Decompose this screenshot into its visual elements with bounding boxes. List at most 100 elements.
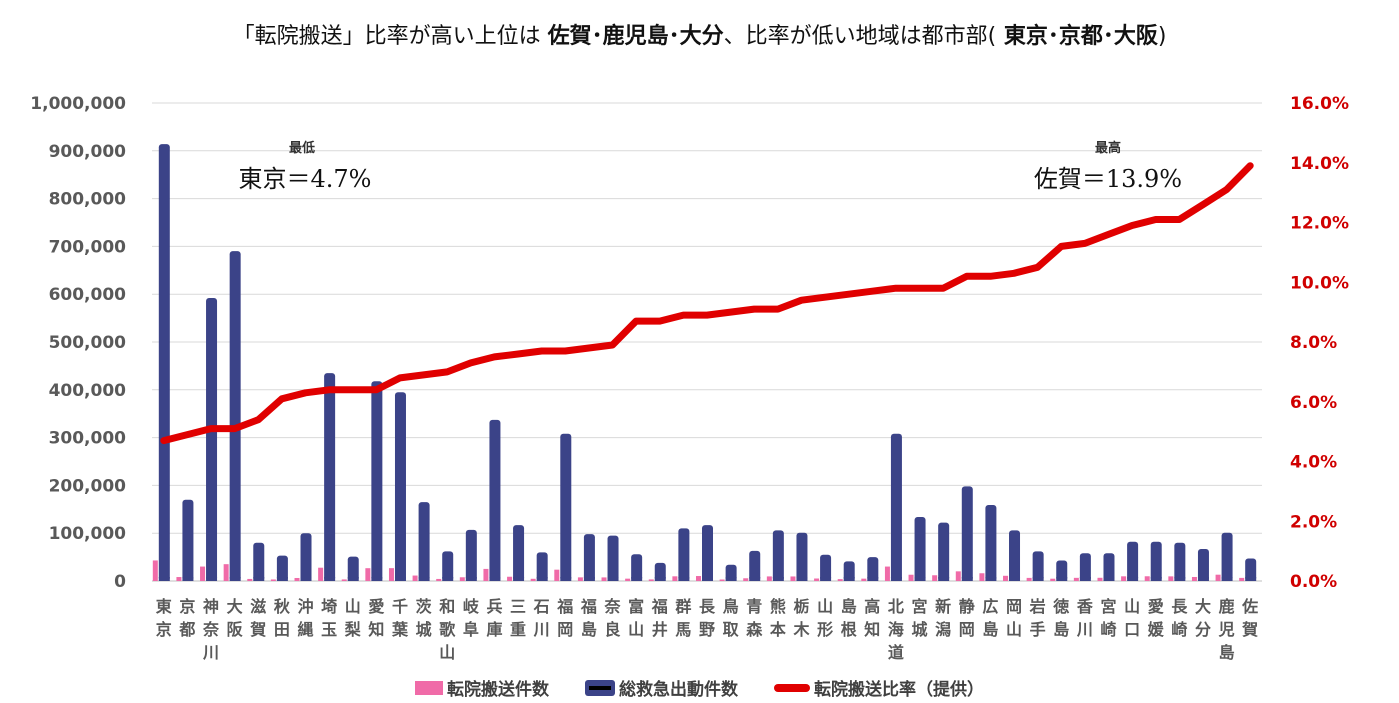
category-label: 鳥取 <box>723 597 739 639</box>
svg-text:賀: 賀 <box>249 620 266 639</box>
total-bar <box>985 504 997 581</box>
annotation-high-label: 最高 <box>1095 140 1121 156</box>
total-bar <box>276 555 288 581</box>
total-bar-base <box>229 577 241 581</box>
svg-text:群: 群 <box>675 597 691 616</box>
transfer-bar <box>577 577 583 581</box>
transfer-bar <box>341 579 347 581</box>
category-label: 山梨 <box>344 597 362 639</box>
svg-text:森: 森 <box>746 620 763 639</box>
right-axis-tick: 6.0% <box>1290 393 1337 413</box>
annotation-highest: 最高 佐賀＝13.9% <box>1034 140 1182 193</box>
total-bar <box>536 552 548 581</box>
transfer-bar <box>625 578 631 581</box>
total-bar-base <box>465 577 477 581</box>
svg-text:鳥: 鳥 <box>723 597 739 616</box>
transfer-bar <box>1215 574 1221 581</box>
transfer-bar <box>1144 576 1150 581</box>
svg-text:栃: 栃 <box>793 597 809 616</box>
category-label: 栃木 <box>792 597 810 639</box>
total-bar-base <box>442 577 454 581</box>
left-axis-tick: 100,000 <box>49 524 127 544</box>
total-bar-base <box>725 577 737 581</box>
svg-text:知: 知 <box>368 620 384 639</box>
svg-text:愛: 愛 <box>368 597 384 616</box>
right-axis: 0.0% 2.0% 4.0% 6.0% 8.0% 10.0% 12.0% 14.0% 16.0% <box>1290 94 1349 592</box>
transfer-bar <box>318 567 324 581</box>
svg-text:葉: 葉 <box>391 620 409 639</box>
total-bar <box>182 499 194 581</box>
total-bar <box>678 528 690 581</box>
total-bar-base <box>1103 577 1115 581</box>
transfer-bar <box>601 577 607 581</box>
svg-text:玉: 玉 <box>321 620 337 639</box>
svg-text:島: 島 <box>982 620 998 639</box>
left-axis-tick: 600,000 <box>49 285 127 305</box>
svg-text:重: 重 <box>510 620 526 639</box>
right-axis-tick: 2.0% <box>1290 512 1337 532</box>
category-label: 広島 <box>982 597 998 639</box>
total-bar-base <box>158 577 170 581</box>
svg-text:島: 島 <box>841 597 857 616</box>
svg-text:茨: 茨 <box>416 597 432 616</box>
total-bar-base <box>772 577 784 581</box>
total-bar <box>300 533 312 581</box>
svg-text:阜: 阜 <box>463 620 479 639</box>
total-bar-base <box>1056 577 1068 581</box>
total-bar-base <box>702 577 713 581</box>
svg-text:秋: 秋 <box>274 597 291 616</box>
left-axis-tick: 700,000 <box>49 237 127 257</box>
category-label: 北海道 <box>888 597 904 662</box>
category-label: 茨城 <box>416 597 432 639</box>
transfer-bar <box>766 576 772 581</box>
category-label: 兵庫 <box>486 597 502 639</box>
total-bar <box>1245 558 1257 581</box>
total-bar <box>489 419 501 581</box>
total-bar <box>1150 541 1162 581</box>
total-bar <box>1221 532 1233 581</box>
category-label: 徳島 <box>1052 597 1069 639</box>
svg-text:城: 城 <box>912 620 928 639</box>
transfer-bar <box>459 577 465 581</box>
transfer-bar <box>176 577 182 581</box>
category-label: 佐賀 <box>1241 597 1258 639</box>
category-label: 福岡 <box>556 597 573 639</box>
svg-text:崎: 崎 <box>1100 620 1116 639</box>
category-label: 奈良 <box>604 597 622 639</box>
transfer-bar <box>790 576 796 581</box>
total-bar <box>654 562 666 581</box>
transfer-bar <box>979 573 985 581</box>
svg-text:川: 川 <box>202 643 219 662</box>
svg-text:京: 京 <box>179 597 195 616</box>
transfer-bar <box>648 579 654 581</box>
legend-label-transfer: 転院搬送件数 <box>447 680 549 700</box>
transfer-bar <box>223 564 229 581</box>
legend-label-total: 総救急出動件数 <box>619 680 738 700</box>
transfer-bar <box>530 578 536 581</box>
svg-text:梨: 梨 <box>344 620 362 639</box>
category-label: 宮崎 <box>1100 597 1116 639</box>
left-axis-tick: 0 <box>114 572 126 592</box>
svg-text:富: 富 <box>628 597 644 616</box>
title-highlight-low: 東京･京都･大阪 <box>996 24 1158 49</box>
svg-text:広: 広 <box>982 597 998 616</box>
total-bar <box>867 557 879 581</box>
chart-title: 「転院搬送」比率が高い上位は 佐賀･鹿児島･大分、比率が低い地域は都市部( 東京… <box>0 18 1399 50</box>
total-bar <box>1032 551 1044 581</box>
svg-text:福: 福 <box>651 597 668 616</box>
total-bar <box>158 144 170 581</box>
total-bar-base <box>843 577 855 581</box>
total-bar <box>465 529 477 581</box>
total-bar <box>229 251 241 581</box>
category-label: 宮城 <box>912 597 928 639</box>
right-axis-tick: 14.0% <box>1290 154 1349 174</box>
transfer-bar <box>884 566 890 581</box>
total-bar-base <box>1197 577 1209 581</box>
category-label: 石川 <box>533 597 550 639</box>
category-label: 青森 <box>746 597 763 639</box>
svg-text:福: 福 <box>580 597 597 616</box>
category-label: 高知 <box>864 597 880 639</box>
total-bar-base <box>300 577 312 581</box>
total-bar-base <box>253 577 265 581</box>
transfer-bar <box>1121 576 1127 581</box>
